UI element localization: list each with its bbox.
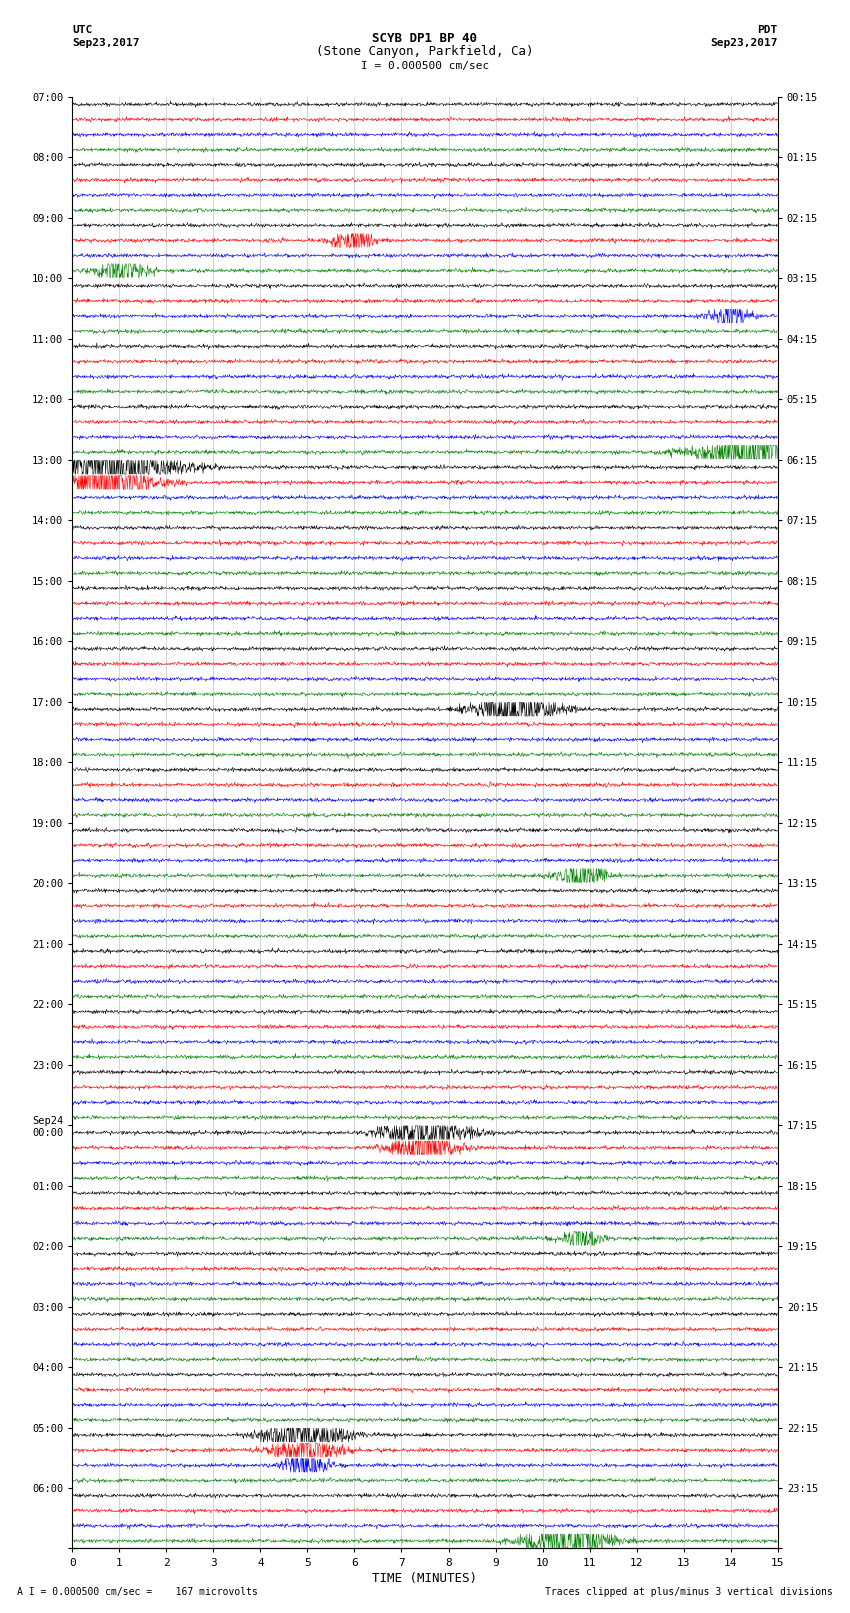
Text: UTC: UTC — [72, 26, 93, 35]
Text: Sep23,2017: Sep23,2017 — [72, 39, 139, 48]
Text: PDT: PDT — [757, 26, 778, 35]
Text: (Stone Canyon, Parkfield, Ca): (Stone Canyon, Parkfield, Ca) — [316, 45, 534, 58]
Text: SCYB DP1 BP 40: SCYB DP1 BP 40 — [372, 32, 478, 45]
X-axis label: TIME (MINUTES): TIME (MINUTES) — [372, 1571, 478, 1584]
Text: Traces clipped at plus/minus 3 vertical divisions: Traces clipped at plus/minus 3 vertical … — [545, 1587, 833, 1597]
Text: A I = 0.000500 cm/sec =    167 microvolts: A I = 0.000500 cm/sec = 167 microvolts — [17, 1587, 258, 1597]
Text: I = 0.000500 cm/sec: I = 0.000500 cm/sec — [361, 61, 489, 71]
Text: Sep23,2017: Sep23,2017 — [711, 39, 778, 48]
